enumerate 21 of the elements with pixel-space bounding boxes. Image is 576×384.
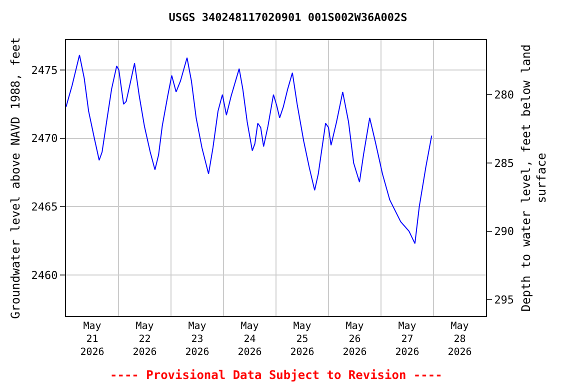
y-tick-label: 2460: [31, 268, 58, 282]
x-tick-label: May 23 2026: [185, 321, 210, 358]
x-tick-label: May 27 2026: [395, 321, 420, 358]
y2-tick-label: 295: [494, 293, 514, 306]
y-tick-label: 2465: [31, 200, 58, 214]
x-tick-label: May 22 2026: [132, 321, 157, 358]
line-series: [66, 54, 432, 244]
y2-tick-label: 290: [494, 225, 514, 238]
y-tick-label: 2475: [31, 64, 58, 77]
chart-title: USGS 340248117020901 001S002W36A002S: [168, 11, 408, 24]
y2-tick-label: 280: [494, 88, 514, 102]
x-tick-label: May 25 2026: [290, 321, 314, 358]
y2-tick-label: 285: [494, 156, 514, 170]
x-tick-label: May 26 2026: [342, 321, 367, 358]
x-tick-label: May 24 2026: [238, 321, 262, 358]
x-tick-label: May 21 2026: [80, 321, 104, 358]
text: ---- Provisional Data Subject to Revision ----: [110, 368, 442, 382]
y-tick-label: 2470: [31, 132, 58, 146]
x-tick-label: May 28 2026: [448, 321, 472, 358]
y-axis-title: Groundwater level above NAVD 1988, feet: [8, 37, 23, 319]
y2-axis-title: Depth to water level, feet below land surface: [518, 44, 549, 312]
